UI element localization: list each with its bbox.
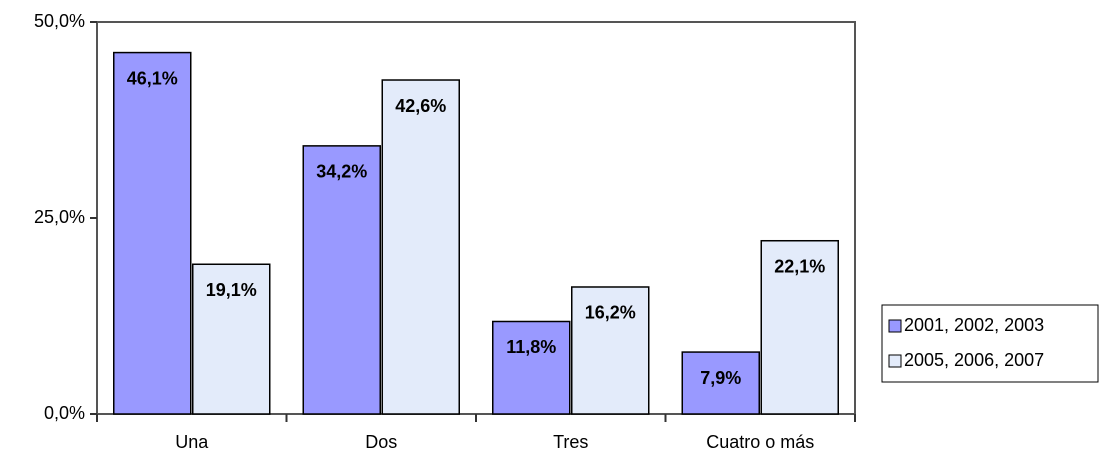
bar [492,320,571,415]
bar [681,351,760,415]
data-label: 34,2% [316,162,367,182]
y-tick-label: 50,0% [34,11,85,31]
data-label: 7,9% [700,368,741,388]
bar [381,79,460,415]
bar [302,145,381,415]
x-tick-label: Tres [553,432,588,452]
bar [192,263,271,415]
data-label: 46,1% [127,68,178,88]
x-tick-label: Cuatro o más [706,432,814,452]
legend-label: 2005, 2006, 2007 [904,350,1044,370]
legend [881,304,1099,383]
data-label: 11,8% [506,337,556,357]
x-tick-label: Una [175,432,209,452]
legend-swatch [888,354,902,368]
data-label: 16,2% [585,303,636,323]
bar [113,51,192,415]
y-tick-label: 25,0% [34,207,85,227]
y-tick-label: 0,0% [44,403,85,423]
legend-label: 2001, 2002, 2003 [904,315,1044,335]
data-label: 19,1% [206,280,257,300]
x-tick-label: Dos [365,432,397,452]
data-label: 22,1% [774,256,825,276]
data-label: 42,6% [395,96,446,116]
bar [571,286,650,415]
legend-swatch [888,319,902,333]
bar [760,239,839,415]
